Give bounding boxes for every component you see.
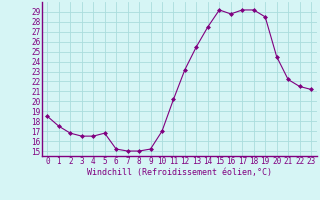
X-axis label: Windchill (Refroidissement éolien,°C): Windchill (Refroidissement éolien,°C) — [87, 168, 272, 177]
